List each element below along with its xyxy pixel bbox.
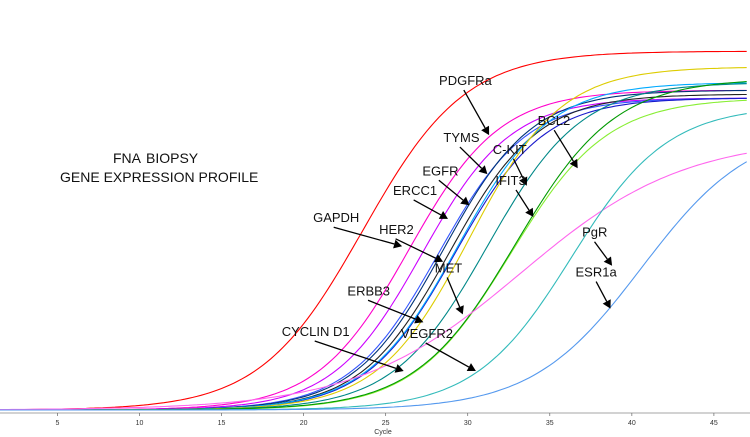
x-tick-label: 30 <box>464 420 472 427</box>
arrow-line-gapdh <box>333 226 395 245</box>
x-tick-label: 40 <box>628 420 636 427</box>
arrow-head-ifit3 <box>525 207 534 217</box>
x-tick-label: 25 <box>382 420 390 427</box>
arrow-line-vegfr2 <box>425 342 470 368</box>
arrow-line-ifit3 <box>515 189 530 211</box>
x-tick-label: 35 <box>546 420 554 427</box>
gene-label-ercc1: ERCC1 <box>393 183 437 198</box>
gene-label-c-kit: C-KIT <box>493 142 527 157</box>
arrow-head-esr1a <box>602 299 611 309</box>
gene-label-pdgfra: PDGFRa <box>439 73 493 88</box>
arrow-head-c-kit <box>519 176 528 186</box>
series-line-gapdh <box>0 50 747 411</box>
arrow-head-met <box>455 305 464 315</box>
arrow-line-erbb3 <box>367 299 417 320</box>
gene-label-ifit3: IFIT3 <box>495 173 525 188</box>
gene-label-tyms: TYMS <box>443 130 479 145</box>
annotations-layer: PDGFRa TYMS C-KIT EGFR IFIT3 BCL2 ERCC1 GAPDH HE… <box>282 73 618 373</box>
arrow-line-pdgfra <box>463 89 486 129</box>
series-line-esr1a <box>0 161 747 411</box>
arrow-head-erbb3 <box>414 315 424 324</box>
arrow-head-vegfr2 <box>466 363 476 371</box>
arrow-head-her2 <box>433 254 444 263</box>
gene-label-erbb3: ERBB3 <box>347 283 390 298</box>
arrow-line-ercc1 <box>413 199 442 216</box>
title-word-biopsy: BIOPSY <box>146 150 199 166</box>
gene-label-vegfr2: VEGFR2 <box>401 326 453 341</box>
arrow-head-cyclin-d1 <box>394 364 404 373</box>
x-tick-label: 45 <box>710 420 718 427</box>
arrow-line-egfr <box>438 179 464 201</box>
gene-label-egfr: EGFR <box>422 163 458 178</box>
gene-label-cyclin-d1: CYCLIN D1 <box>282 324 350 339</box>
x-axis-ticks: 5 10 15 20 25 30 35 40 45 <box>55 413 718 427</box>
arrow-head-gapdh <box>393 239 403 249</box>
arrow-line-cyclin-d1 <box>314 340 397 370</box>
chart-title-line1: FNA BIOPSY <box>113 150 199 166</box>
x-tick-label: 10 <box>136 420 144 427</box>
arrow-head-tyms <box>478 165 488 175</box>
arrow-line-c-kit <box>512 158 524 179</box>
series-line-bcl2 <box>0 152 747 411</box>
arrow-line-bcl2 <box>553 129 574 162</box>
chart-title-line2: GENE EXPRESSION PROFILE <box>60 169 258 185</box>
gene-label-her2: HER2 <box>379 222 414 237</box>
arrow-head-pgr <box>603 256 613 266</box>
gene-label-met: MET <box>435 260 463 275</box>
x-tick-label: 5 <box>55 420 59 427</box>
arrow-line-esr1a <box>595 281 608 302</box>
gene-label-bcl2: BCL2 <box>538 113 571 128</box>
arrow-line-pgr <box>593 241 608 260</box>
gene-label-esr1a: ESR1a <box>576 265 618 280</box>
arrow-head-ercc1 <box>438 211 448 219</box>
arrow-line-her2 <box>395 238 437 259</box>
x-axis-title: Cycle <box>374 429 392 436</box>
gene-label-pgr: PgR <box>582 225 607 240</box>
x-tick-label: 15 <box>218 420 226 427</box>
arrow-line-tyms <box>459 146 483 169</box>
title-word-fna: FNA <box>113 150 142 166</box>
curves-layer <box>0 50 747 411</box>
arrow-head-egfr <box>460 196 470 206</box>
gene-label-gapdh: GAPDH <box>313 210 359 225</box>
x-tick-label: 20 <box>300 420 308 427</box>
arrow-head-pdgfra <box>481 125 490 136</box>
arrow-line-met <box>446 277 461 308</box>
arrow-head-bcl2 <box>569 158 578 169</box>
